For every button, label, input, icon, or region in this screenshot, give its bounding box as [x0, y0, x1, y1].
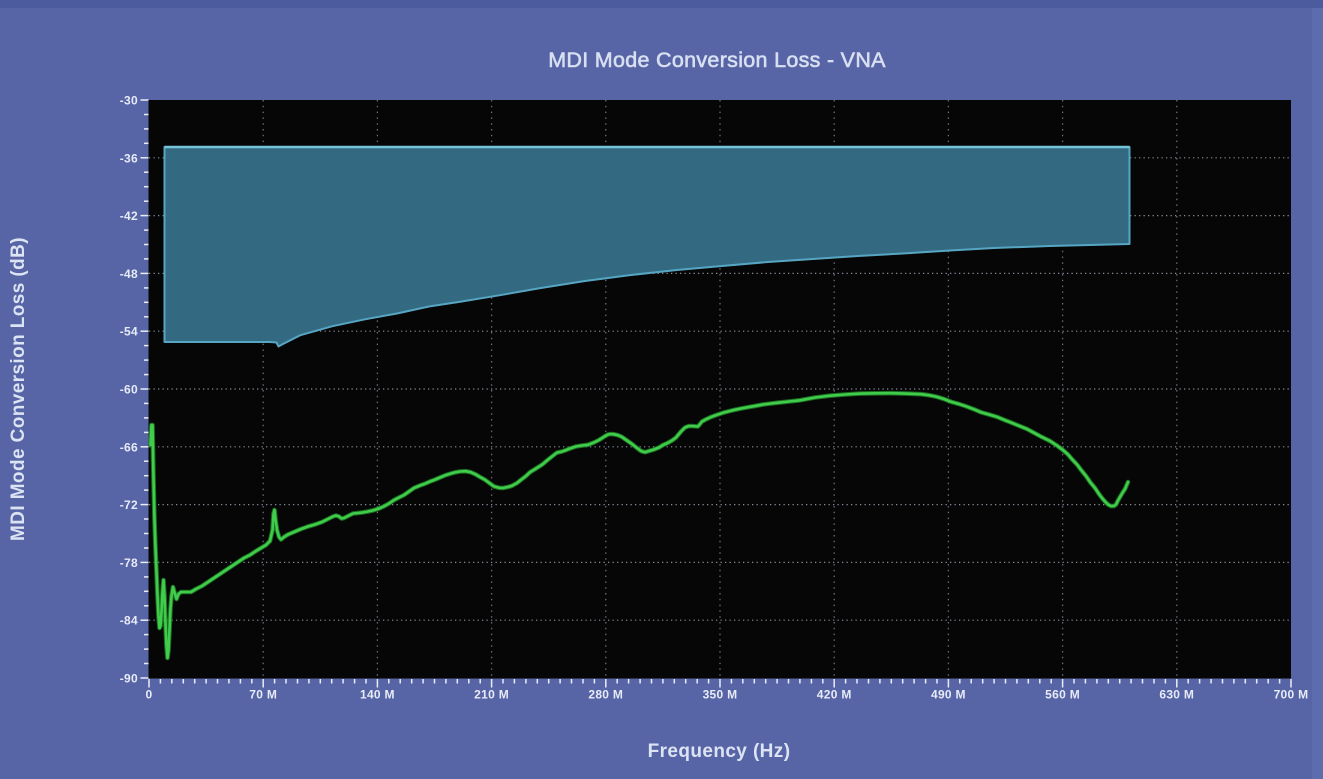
svg-text:560 M: 560 M	[1045, 688, 1080, 702]
svg-text:420 M: 420 M	[817, 688, 852, 702]
svg-text:490 M: 490 M	[931, 688, 966, 702]
svg-text:MDI Mode Conversion Loss (dB): MDI Mode Conversion Loss (dB)	[8, 237, 29, 541]
svg-text:280 M: 280 M	[588, 688, 623, 702]
svg-text:-54: -54	[120, 325, 138, 339]
svg-text:210 M: 210 M	[474, 688, 509, 702]
svg-text:-72: -72	[120, 498, 138, 512]
svg-text:MDI Mode Conversion Loss - VNA: MDI Mode Conversion Loss - VNA	[548, 48, 886, 72]
svg-text:630 M: 630 M	[1159, 688, 1194, 702]
svg-text:-60: -60	[120, 383, 138, 397]
svg-text:0: 0	[146, 688, 153, 702]
svg-text:-66: -66	[120, 440, 138, 454]
svg-text:-78: -78	[120, 556, 138, 570]
svg-text:-42: -42	[120, 209, 138, 223]
svg-text:70 M: 70 M	[249, 688, 277, 702]
svg-text:140 M: 140 M	[360, 688, 395, 702]
svg-text:-84: -84	[120, 614, 138, 628]
svg-text:-30: -30	[120, 94, 138, 108]
svg-text:700 M: 700 M	[1274, 688, 1309, 702]
svg-text:-48: -48	[120, 267, 138, 281]
svg-text:Frequency (Hz): Frequency (Hz)	[648, 741, 791, 762]
svg-text:350 M: 350 M	[703, 688, 738, 702]
svg-text:-90: -90	[120, 672, 138, 686]
svg-text:-36: -36	[120, 151, 138, 165]
